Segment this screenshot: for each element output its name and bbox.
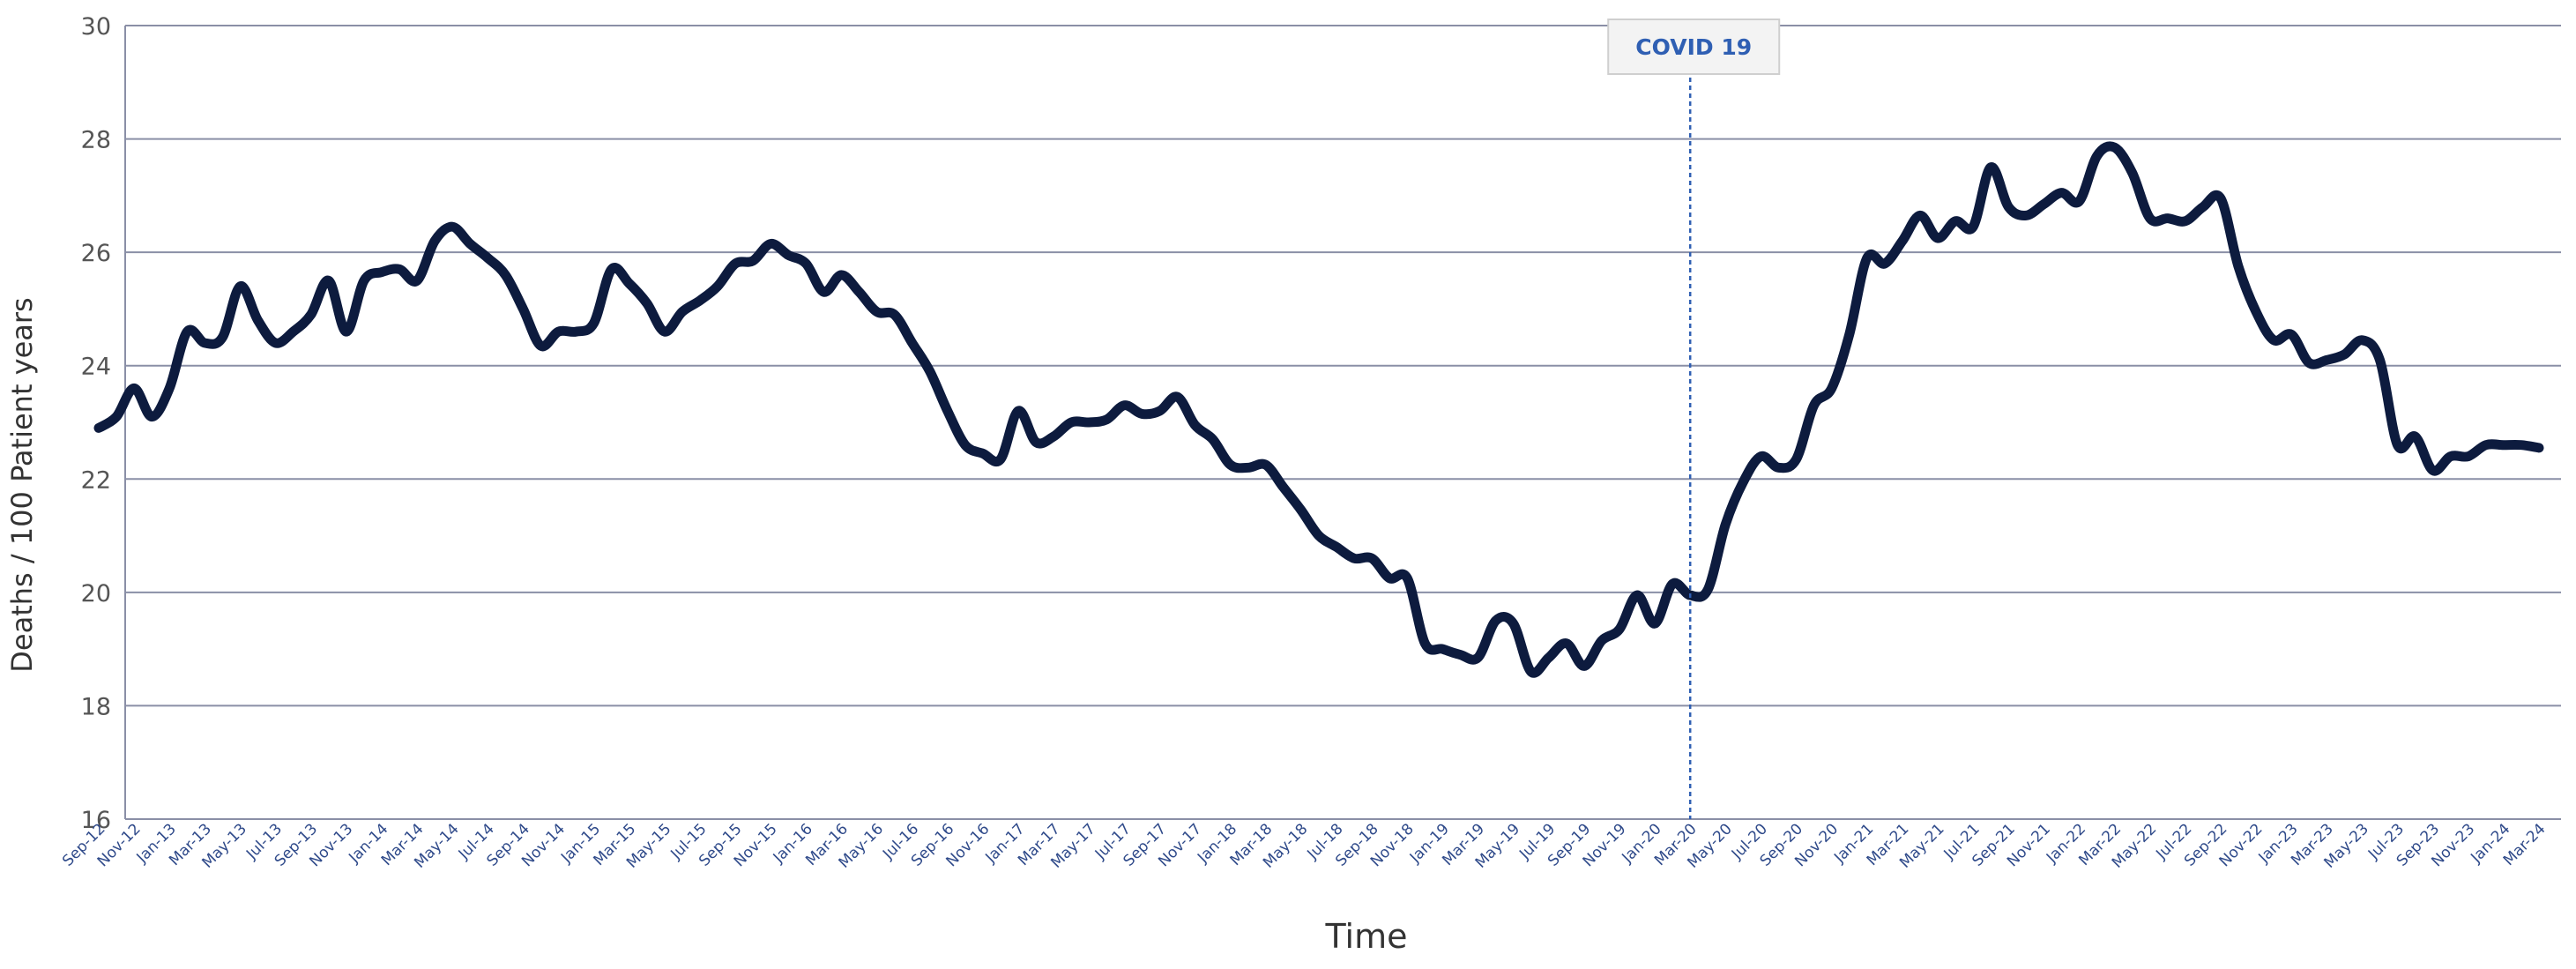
y-tick-label: 16 — [81, 807, 111, 834]
y-tick-label: 18 — [81, 693, 111, 720]
y-tick-label: 20 — [81, 580, 111, 607]
covid-label: COVID 19 — [1635, 34, 1752, 60]
y-tick-label: 28 — [81, 127, 111, 154]
y-tick-label: 24 — [81, 354, 111, 381]
y-tick-label: 30 — [81, 13, 111, 41]
series-layer — [93, 141, 2544, 678]
y-tick-label: 26 — [81, 240, 111, 267]
x-axis-title: Time — [1325, 917, 1408, 956]
gridlines — [124, 25, 2561, 820]
covid-label-box — [1607, 19, 1781, 75]
y-axis-title: Deaths / 100 Patient years — [5, 297, 39, 672]
mortality-series-line — [93, 141, 2544, 678]
y-axis-tick-labels: 16 18 20 22 24 26 28 30 — [81, 13, 111, 834]
covid-annotation: COVID 19 — [1607, 19, 1781, 819]
y-tick-label: 22 — [81, 466, 111, 494]
